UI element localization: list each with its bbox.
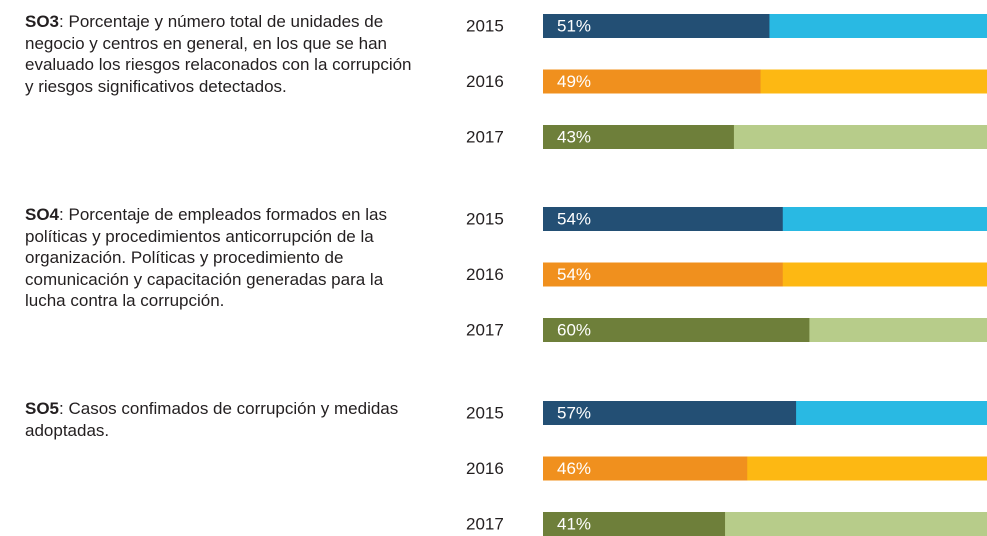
category-label: 2016 bbox=[466, 72, 504, 91]
category-label: 2017 bbox=[466, 514, 504, 533]
description: SO4: Porcentaje de empleados formados en… bbox=[25, 204, 420, 312]
bar bbox=[543, 69, 761, 94]
bar bbox=[543, 207, 783, 231]
category-label: 2017 bbox=[466, 320, 504, 339]
category-label: 2017 bbox=[466, 127, 504, 146]
value-label: 46% bbox=[557, 459, 591, 478]
category-label: 2016 bbox=[466, 265, 504, 284]
value-label: 43% bbox=[557, 127, 591, 146]
category-label: 2016 bbox=[466, 459, 504, 478]
value-label: 49% bbox=[557, 72, 591, 91]
description-text: : Porcentaje y número total de unidades … bbox=[25, 12, 412, 96]
bar bbox=[543, 401, 797, 425]
bar bbox=[543, 318, 810, 342]
category-label: 2015 bbox=[466, 209, 504, 228]
bar bbox=[543, 262, 783, 287]
bar bbox=[543, 14, 770, 38]
description-text: : Porcentaje de empleados formados en la… bbox=[25, 205, 387, 310]
bar bbox=[543, 456, 748, 481]
value-label: 54% bbox=[557, 265, 591, 284]
value-label: 51% bbox=[557, 16, 591, 35]
description-text: : Casos confimados de corrupción y medid… bbox=[25, 399, 399, 440]
description: SO5: Casos confimados de corrupción y me… bbox=[25, 398, 420, 441]
value-label: 57% bbox=[557, 403, 591, 422]
description-label: SO3 bbox=[25, 12, 60, 31]
value-label: 54% bbox=[557, 209, 591, 228]
category-label: 2015 bbox=[466, 16, 504, 35]
value-label: 41% bbox=[557, 514, 591, 533]
description-label: SO5 bbox=[25, 399, 60, 418]
category-label: 2015 bbox=[466, 403, 504, 422]
description-label: SO4 bbox=[25, 205, 60, 224]
description: SO3: Porcentaje y número total de unidad… bbox=[25, 11, 420, 97]
value-label: 60% bbox=[557, 320, 591, 339]
bar bbox=[543, 512, 726, 536]
bar bbox=[543, 125, 734, 149]
